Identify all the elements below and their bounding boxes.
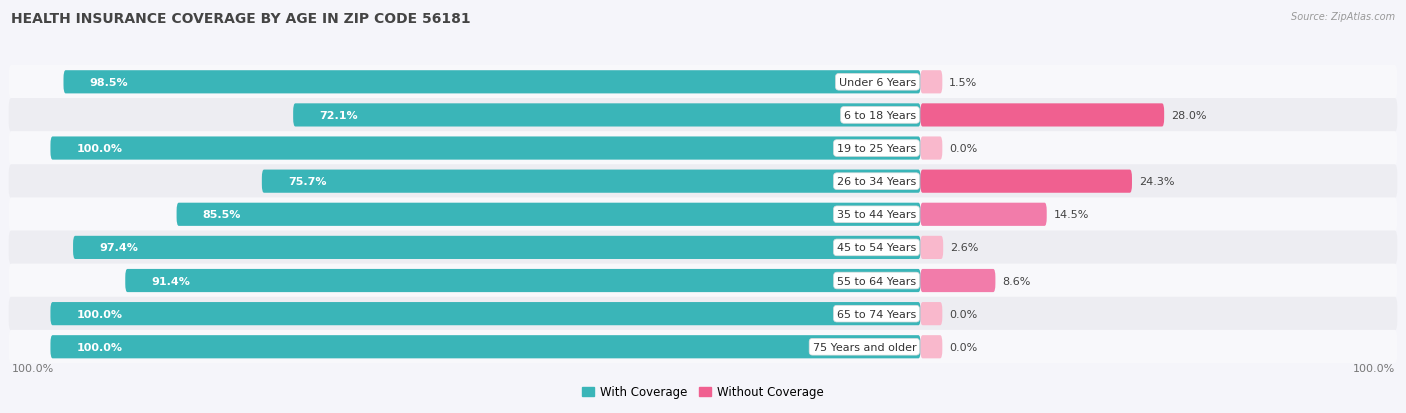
Text: Under 6 Years: Under 6 Years	[839, 78, 917, 88]
FancyBboxPatch shape	[51, 335, 921, 358]
FancyBboxPatch shape	[921, 302, 942, 325]
Text: 0.0%: 0.0%	[949, 342, 977, 352]
Text: 55 to 64 Years: 55 to 64 Years	[837, 276, 917, 286]
Legend: With Coverage, Without Coverage: With Coverage, Without Coverage	[582, 385, 824, 399]
Text: 35 to 44 Years: 35 to 44 Years	[837, 210, 917, 220]
Text: 0.0%: 0.0%	[949, 144, 977, 154]
Text: 65 to 74 Years: 65 to 74 Years	[837, 309, 917, 319]
FancyBboxPatch shape	[8, 297, 1398, 331]
FancyBboxPatch shape	[921, 104, 1164, 127]
FancyBboxPatch shape	[921, 170, 1132, 193]
Text: 6 to 18 Years: 6 to 18 Years	[844, 111, 917, 121]
Text: Source: ZipAtlas.com: Source: ZipAtlas.com	[1291, 12, 1395, 22]
Text: 0.0%: 0.0%	[949, 309, 977, 319]
Text: 97.4%: 97.4%	[100, 243, 138, 253]
Text: 100.0%: 100.0%	[77, 144, 122, 154]
Text: 1.5%: 1.5%	[949, 78, 977, 88]
FancyBboxPatch shape	[8, 165, 1398, 199]
FancyBboxPatch shape	[8, 264, 1398, 298]
FancyBboxPatch shape	[177, 203, 921, 226]
FancyBboxPatch shape	[921, 269, 995, 292]
Text: 24.3%: 24.3%	[1139, 177, 1174, 187]
FancyBboxPatch shape	[8, 330, 1398, 364]
FancyBboxPatch shape	[8, 198, 1398, 232]
Text: HEALTH INSURANCE COVERAGE BY AGE IN ZIP CODE 56181: HEALTH INSURANCE COVERAGE BY AGE IN ZIP …	[11, 12, 471, 26]
FancyBboxPatch shape	[294, 104, 921, 127]
Text: 45 to 54 Years: 45 to 54 Years	[837, 243, 917, 253]
Text: 85.5%: 85.5%	[202, 210, 242, 220]
FancyBboxPatch shape	[63, 71, 921, 94]
FancyBboxPatch shape	[125, 269, 921, 292]
Text: 100.0%: 100.0%	[1353, 363, 1395, 373]
FancyBboxPatch shape	[8, 132, 1398, 166]
FancyBboxPatch shape	[921, 137, 942, 160]
FancyBboxPatch shape	[8, 66, 1398, 100]
FancyBboxPatch shape	[262, 170, 921, 193]
FancyBboxPatch shape	[51, 137, 921, 160]
Text: 14.5%: 14.5%	[1053, 210, 1090, 220]
FancyBboxPatch shape	[921, 236, 943, 259]
Text: 2.6%: 2.6%	[950, 243, 979, 253]
Text: 26 to 34 Years: 26 to 34 Years	[837, 177, 917, 187]
Text: 75.7%: 75.7%	[288, 177, 326, 187]
Text: 8.6%: 8.6%	[1002, 276, 1031, 286]
FancyBboxPatch shape	[8, 231, 1398, 265]
Text: 19 to 25 Years: 19 to 25 Years	[837, 144, 917, 154]
FancyBboxPatch shape	[51, 302, 921, 325]
Text: 28.0%: 28.0%	[1171, 111, 1206, 121]
Text: 72.1%: 72.1%	[319, 111, 359, 121]
Text: 75 Years and older: 75 Years and older	[813, 342, 917, 352]
FancyBboxPatch shape	[921, 71, 942, 94]
FancyBboxPatch shape	[8, 99, 1398, 133]
Text: 100.0%: 100.0%	[11, 363, 53, 373]
Text: 100.0%: 100.0%	[77, 309, 122, 319]
FancyBboxPatch shape	[921, 335, 942, 358]
Text: 100.0%: 100.0%	[77, 342, 122, 352]
FancyBboxPatch shape	[921, 203, 1046, 226]
FancyBboxPatch shape	[73, 236, 921, 259]
Text: 98.5%: 98.5%	[90, 78, 128, 88]
Text: 91.4%: 91.4%	[152, 276, 190, 286]
